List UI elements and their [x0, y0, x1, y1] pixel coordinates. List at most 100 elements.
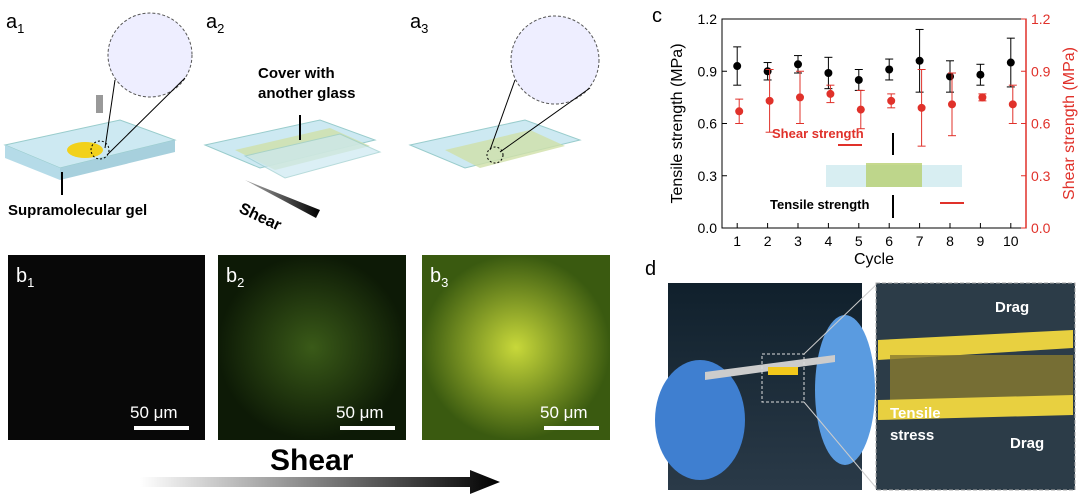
micrograph — [8, 255, 205, 440]
zoom-box — [761, 353, 805, 403]
y2-tick-label: 1.2 — [1031, 11, 1051, 27]
point — [733, 62, 742, 71]
inset-gel — [866, 163, 922, 187]
point — [826, 89, 835, 98]
panel-label: b1 — [16, 265, 34, 290]
point — [946, 72, 954, 81]
x-tick-label: 6 — [885, 233, 893, 249]
panel-b: b1 b2 b3 50 μm 50 μm 50 μm Shear — [8, 255, 610, 494]
zoom-line — [499, 87, 591, 153]
point — [1006, 58, 1015, 67]
gel-top — [878, 330, 1073, 360]
point — [885, 65, 894, 74]
y2-tick-label: 0.6 — [1031, 116, 1051, 132]
panel-label: b3 — [430, 265, 448, 290]
glass-edge — [5, 145, 60, 180]
x-tick-label: 4 — [825, 233, 833, 249]
glove — [655, 360, 745, 480]
y2-axis-label: Shear strength (MPa) — [1061, 47, 1078, 200]
x-tick-label: 10 — [1003, 233, 1019, 249]
shear-arrow — [245, 180, 320, 218]
label: Drag — [995, 299, 1029, 316]
annotation: Tensile strength — [770, 197, 870, 212]
label: Cover with — [258, 65, 335, 82]
x-tick-label: 5 — [855, 233, 863, 249]
shear-label: Shear — [270, 444, 354, 477]
y-axis-label: Tensile strength (MPa) — [669, 43, 686, 203]
panel-a: Supramolecular gel Cover with another gl… — [3, 11, 600, 234]
plot-frame — [721, 18, 1027, 229]
panel-label: b2 — [226, 265, 244, 290]
panel-d: d Drag Drag Tensile stress — [645, 258, 1076, 491]
y2-tick-label: 0.3 — [1031, 168, 1051, 184]
point — [794, 60, 802, 69]
label: stress — [890, 427, 934, 444]
fibers — [890, 355, 1073, 400]
zoom-line — [803, 282, 879, 355]
x-tick-label: 3 — [794, 233, 802, 249]
point — [763, 67, 772, 76]
y-tick-label: 0.6 — [698, 116, 718, 132]
point — [854, 75, 863, 84]
y2-tick-label: 0.0 — [1031, 220, 1051, 236]
glass-edge — [60, 140, 175, 180]
x-tick-label: 8 — [946, 233, 954, 249]
gel-bottom — [878, 395, 1073, 420]
zoom-line — [106, 77, 186, 156]
label: Shear — [236, 200, 283, 234]
y-tick-label: 1.2 — [698, 11, 718, 27]
x-tick-label: 1 — [733, 233, 741, 249]
label: Drag — [1010, 435, 1044, 452]
point — [824, 68, 833, 77]
chart: c Shear strength Tensile strength 0.0 0.3… — [652, 5, 1078, 268]
point — [915, 56, 924, 65]
scale-bar — [340, 426, 395, 430]
zoom-line — [803, 401, 879, 491]
panel-label: a2 — [206, 11, 224, 36]
gel-drop — [67, 142, 103, 158]
pipette — [96, 95, 103, 113]
point — [1008, 100, 1017, 109]
point — [887, 96, 896, 105]
scale-bar — [544, 426, 599, 430]
zoom-circle — [107, 12, 193, 98]
gel — [768, 367, 798, 375]
zoom-line — [104, 79, 116, 149]
label: Tensile — [890, 405, 941, 422]
x-tick-label: 9 — [977, 233, 985, 249]
y-tick-label: 0.9 — [698, 63, 718, 79]
scale-bar — [134, 426, 189, 430]
scale-label: 50 μm — [336, 403, 384, 422]
glass — [243, 133, 382, 179]
y-tick-label: 0.0 — [698, 220, 718, 236]
point — [765, 96, 774, 105]
zoom-spot — [486, 146, 504, 164]
point — [948, 100, 956, 109]
point — [976, 70, 985, 79]
y2-tick-label: 0.9 — [1031, 63, 1051, 79]
point — [978, 93, 987, 102]
point — [796, 93, 804, 102]
zoom-circle — [510, 15, 600, 105]
y-tick-label: 0.3 — [698, 168, 718, 184]
scale-label: 50 μm — [540, 403, 588, 422]
shear-arrow — [140, 470, 500, 494]
x-tick-label: 7 — [916, 233, 924, 249]
point — [735, 107, 744, 116]
glove — [815, 315, 875, 465]
panel-label: a1 — [6, 11, 24, 36]
zoom-spot — [90, 140, 110, 160]
point — [917, 103, 926, 112]
label: Supramolecular gel — [8, 202, 147, 219]
scale-label: 50 μm — [130, 403, 178, 422]
zoom-line — [489, 79, 516, 151]
annotation: Shear strength — [772, 126, 864, 141]
panel-label: a3 — [410, 11, 428, 36]
micrograph — [422, 255, 610, 440]
micrograph — [218, 255, 406, 440]
x-axis-label: Cycle — [854, 251, 894, 268]
x-tick-label: 2 — [764, 233, 772, 249]
point — [856, 105, 865, 114]
label: another glass — [258, 85, 356, 102]
